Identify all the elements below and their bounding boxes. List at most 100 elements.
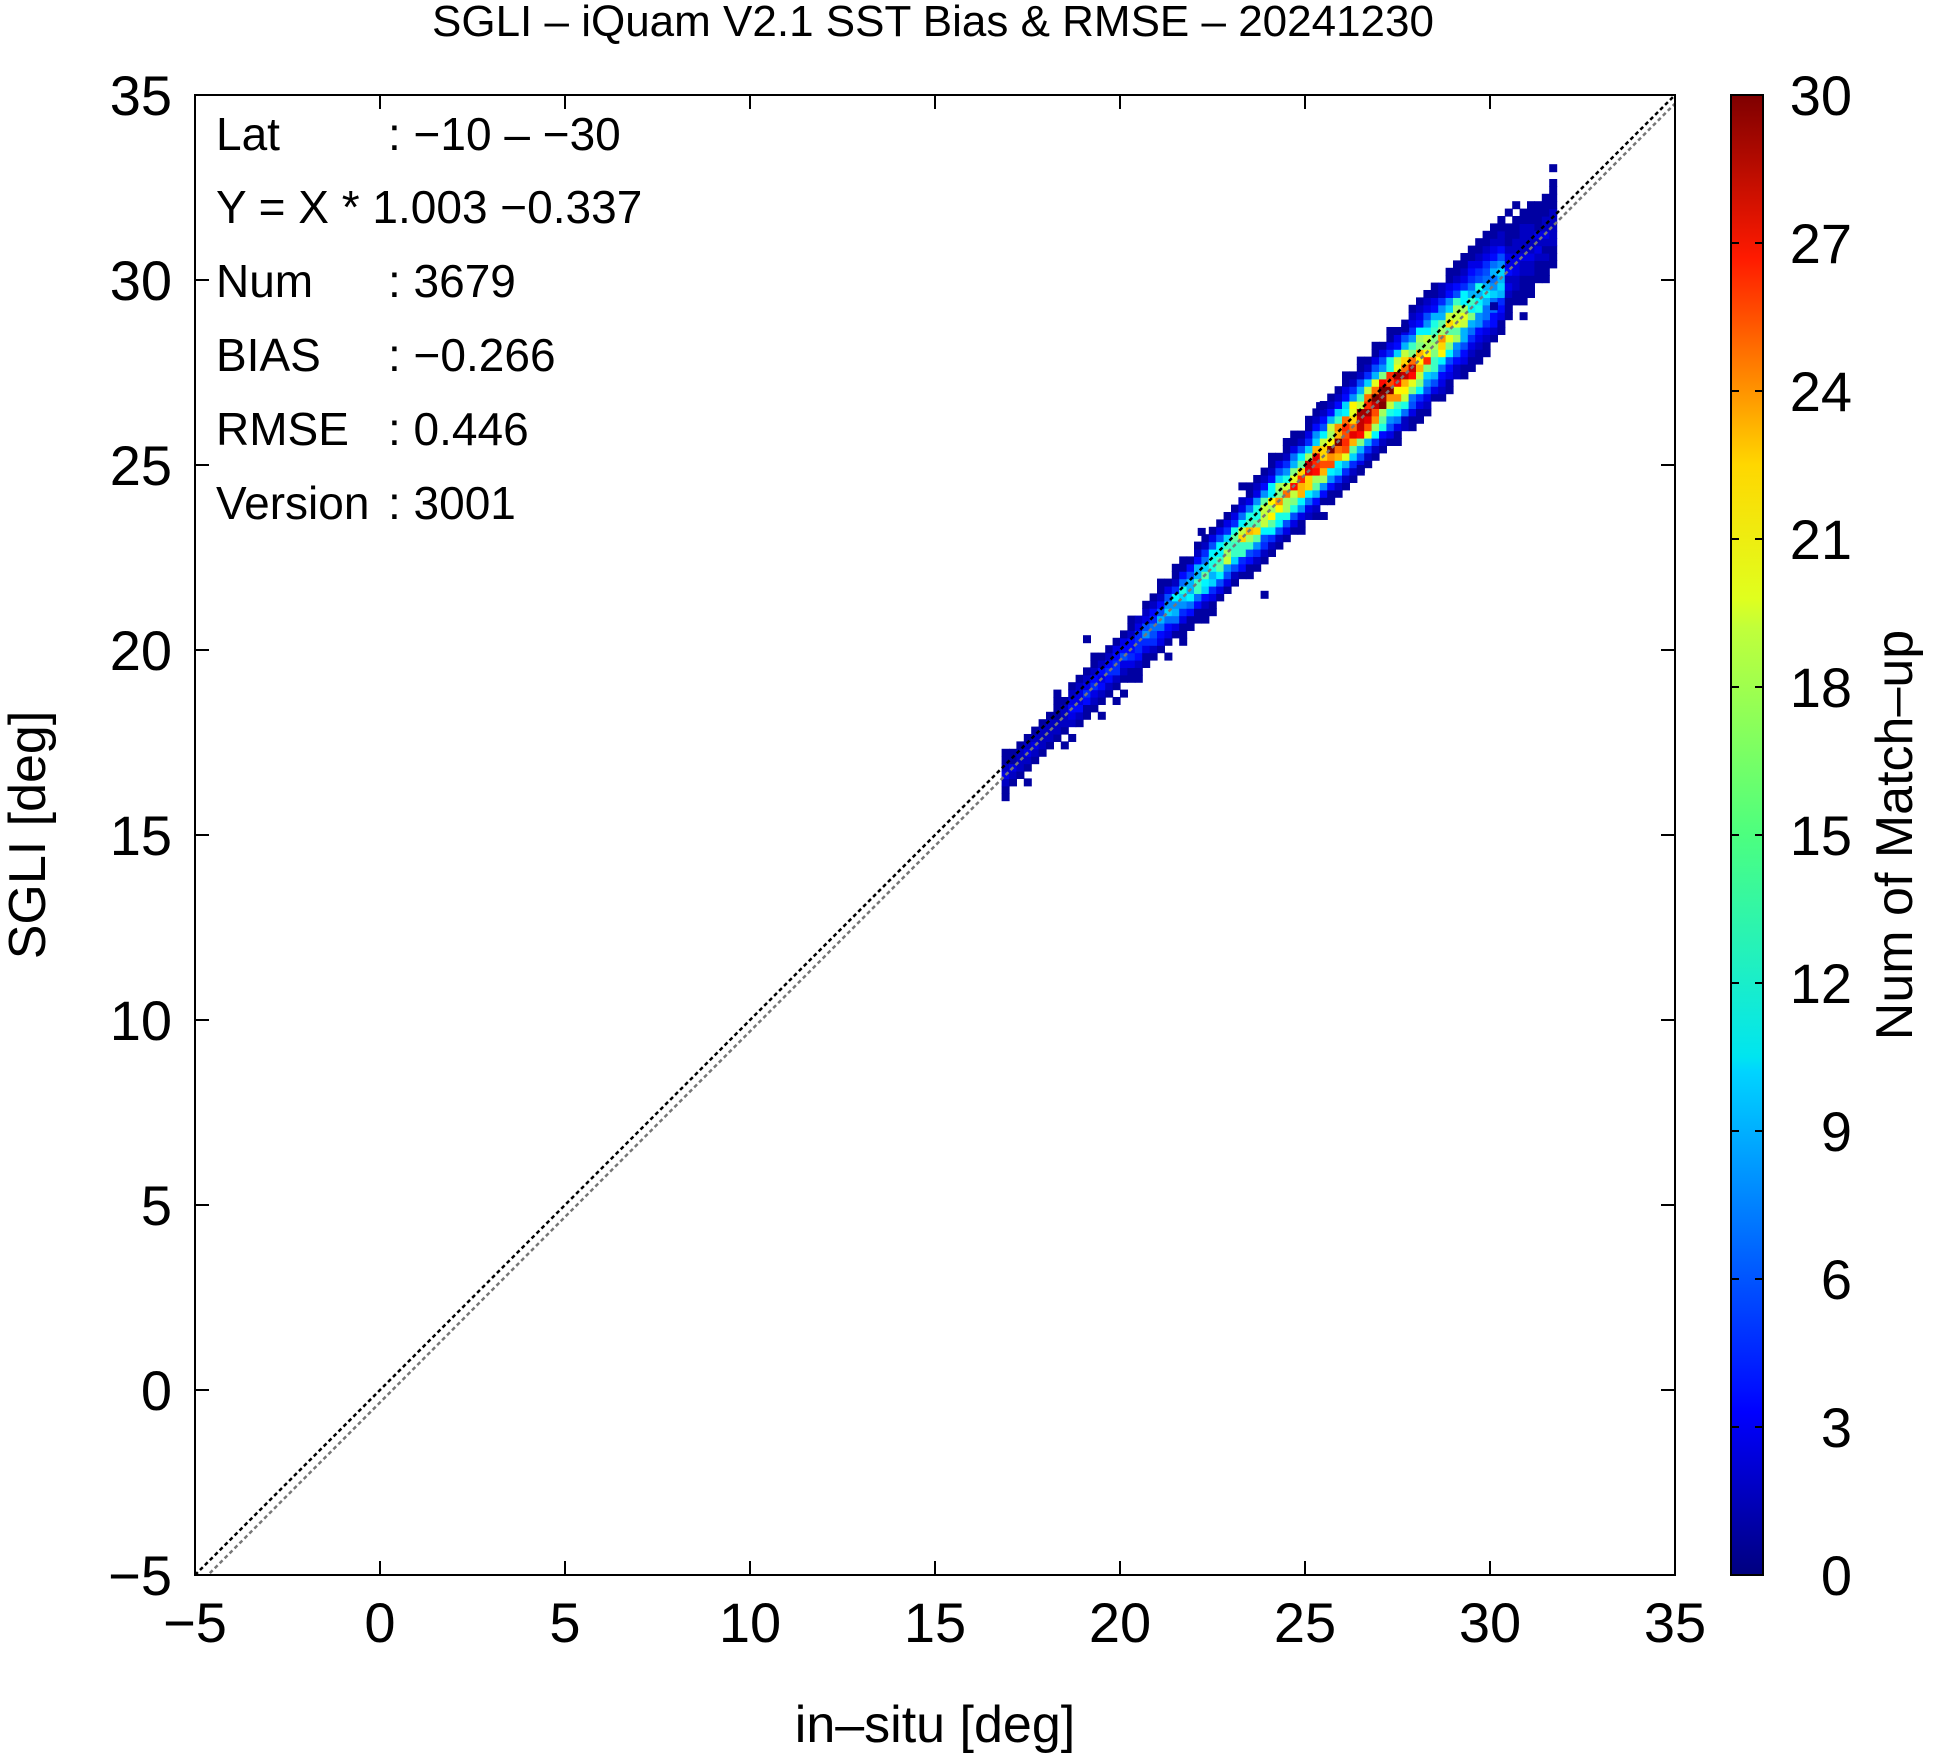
density-cell [1319,445,1328,454]
density-cell [1408,400,1417,409]
density-cell [1401,423,1410,432]
density-cell [1334,474,1343,483]
density-cell [1438,282,1447,291]
density-cell [1312,408,1321,417]
density-cell [1105,645,1114,654]
density-cell [1423,356,1432,365]
density-cell [1105,667,1114,676]
density-cell [1053,726,1062,735]
density-cell [1475,282,1484,291]
density-cell [1438,312,1447,321]
density-cell [1268,489,1276,498]
density-cell [1253,489,1262,498]
density-cell [1253,526,1262,535]
density-cell [1445,275,1454,284]
density-cell [1297,497,1306,506]
density-cell [1112,696,1121,705]
density-cell [1490,275,1498,284]
density-cell [1482,238,1491,247]
density-cell [1157,585,1165,594]
density-cell [1364,371,1373,380]
density-cell [1031,733,1040,742]
density-cell [1208,571,1217,580]
density-cell [1075,711,1084,720]
density-cell [1401,334,1410,343]
density-cell [1460,289,1469,298]
density-cell [1504,245,1513,254]
density-cell [1475,275,1484,284]
density-cell [1423,386,1432,395]
density-cell [1149,630,1158,639]
density-cell [1342,371,1350,380]
density-cell [1379,371,1387,380]
density-cell [1297,504,1306,513]
density-cell [1527,275,1535,284]
density-cell [1519,312,1528,321]
density-cell [1268,497,1276,506]
density-cell [1386,349,1395,358]
density-cell [1038,726,1047,735]
density-cell [1386,400,1395,409]
density-cell [1134,674,1143,683]
density-cell [1097,689,1106,698]
density-cell [1416,393,1424,402]
density-cell [1408,371,1417,380]
density-cell [1112,667,1121,676]
density-cell [1060,711,1069,720]
density-cell [1253,511,1262,520]
density-cell [1238,519,1247,528]
density-cell [1527,238,1535,247]
density-cell [1305,511,1313,520]
density-cell [1475,297,1484,306]
density-cell [1194,600,1202,609]
density-cell [1519,215,1528,224]
density-cell [1527,289,1535,298]
density-cell [1149,593,1158,602]
density-cell [1327,393,1336,402]
y-tick-label: 15 [110,804,172,867]
density-cell [1305,423,1313,432]
colorbar-tick-label: 12 [1790,952,1852,1015]
density-cell [1342,437,1350,446]
density-cell [1445,386,1454,395]
y-tick-label: −5 [108,1544,172,1607]
density-cell [1379,378,1387,387]
density-cell [1275,489,1284,498]
density-cell [1549,201,1558,210]
density-cell [1260,590,1269,599]
density-cell [1194,615,1202,624]
density-cell [1223,526,1232,535]
density-cell [1534,245,1543,254]
density-cell [1016,763,1025,772]
density-cell [1312,415,1321,424]
density-cell [1090,674,1099,683]
density-cell [1260,467,1269,476]
density-cell [1364,460,1373,469]
density-cell [1356,356,1365,365]
density-cell [1194,608,1202,617]
density-cell [1290,489,1299,498]
density-cell [1194,593,1202,602]
density-cell [1379,341,1387,350]
density-cell [1423,400,1432,409]
density-cell [1327,408,1336,417]
reference-line [206,102,1675,1575]
density-cell [1534,230,1543,239]
density-cell [1349,386,1358,395]
density-cell [1127,652,1136,661]
density-cell [1142,659,1151,668]
density-cell [1275,511,1284,520]
density-cell [1297,526,1306,535]
density-cell [1105,682,1114,691]
density-cell [1223,563,1232,572]
density-cell [1534,275,1543,284]
density-cell [1327,400,1336,409]
density-cell [1016,770,1025,779]
density-cell [1334,408,1343,417]
density-cell [1134,630,1143,639]
density-cell [1386,415,1395,424]
density-cell [1068,711,1077,720]
density-cell [1334,489,1343,498]
density-cell [1245,489,1254,498]
